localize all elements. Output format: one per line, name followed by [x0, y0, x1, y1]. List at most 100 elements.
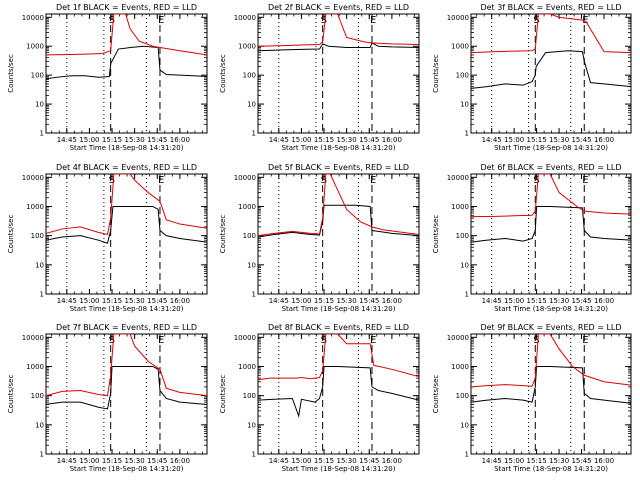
x-axis-title: Start Time (18-Sep-08 14:31:20)	[282, 144, 396, 152]
x-tick-label: 15:45	[359, 297, 379, 305]
x-tick-label: 14:45	[269, 457, 289, 465]
x-tick-label: 15:00	[504, 297, 524, 305]
x-tick-label: 16:00	[170, 457, 190, 465]
x-tick-label: 14:45	[57, 136, 77, 144]
x-tick-label: 14:45	[482, 457, 502, 465]
x-tick-label: 16:00	[382, 136, 402, 144]
y-tick-label: 1	[40, 291, 44, 299]
panel-title: Det 5f BLACK = Events, RED = LLD	[268, 163, 409, 172]
y-axis-title: Counts/sec	[432, 215, 440, 254]
plot-frame	[45, 13, 208, 134]
y-axis-title: Counts/sec	[219, 375, 227, 414]
x-tick-label: 15:15	[102, 297, 122, 305]
plot-frame	[257, 333, 420, 455]
series-line-lld	[46, 174, 207, 236]
plot-frame	[470, 13, 632, 134]
series-line-lld	[471, 14, 631, 54]
x-tick-label: 15:15	[527, 297, 547, 305]
x-tick-label: 15:30	[337, 136, 357, 144]
y-axis-title: Counts/sec	[7, 215, 15, 254]
panel-8: Det 8f BLACK = Events, RED = LLD 1 10 100 10…	[219, 323, 420, 473]
x-axis-title: Start Time (18-Sep-08 14:31:20)	[494, 465, 608, 473]
panel-1: Det 1f BLACK = Events, RED = LLD 1 10 100 10…	[7, 3, 208, 152]
x-axis-title: Start Time (18-Sep-08 14:31:20)	[282, 465, 396, 473]
y-axis-title: Counts/sec	[432, 375, 440, 414]
series-line-lld	[46, 14, 207, 56]
x-tick-label: 14:45	[57, 457, 77, 465]
panel-title: Det 8f BLACK = Events, RED = LLD	[268, 323, 409, 332]
marker-label-e: E	[370, 15, 376, 26]
y-tick-label: 10000	[234, 334, 256, 342]
x-axis-title: Start Time (18-Sep-08 14:31:20)	[282, 305, 396, 313]
x-tick-label: 16:00	[382, 297, 402, 305]
x-tick-label: 16:00	[170, 297, 190, 305]
x-axis-title: Start Time (18-Sep-08 14:31:20)	[494, 305, 608, 313]
x-tick-label: 15:45	[147, 457, 167, 465]
series-line-lld	[258, 334, 419, 381]
marker-label-s: S	[533, 175, 539, 186]
x-tick-label: 15:45	[147, 136, 167, 144]
x-tick-label: 15:30	[549, 457, 569, 465]
series-line-events	[471, 50, 631, 89]
x-tick-label: 14:45	[57, 297, 77, 305]
series-line-events	[471, 205, 631, 243]
marker-label-e: E	[370, 335, 376, 346]
marker-label-s: S	[109, 335, 115, 346]
marker-label-e: E	[582, 335, 588, 346]
y-tick-label: 10	[460, 421, 469, 429]
x-tick-label: 15:15	[314, 297, 334, 305]
panel-title: Det 7f BLACK = Events, RED = LLD	[56, 323, 197, 332]
marker-label-s: S	[109, 15, 115, 26]
y-tick-label: 1	[252, 451, 256, 459]
marker-label-s: S	[321, 335, 327, 346]
panel-6: Det 6f BLACK = Events, RED = LLD 1 10 100 10…	[432, 163, 632, 313]
x-tick-label: 15:15	[102, 136, 122, 144]
panel-title: Det 4f BLACK = Events, RED = LLD	[56, 163, 197, 172]
marker-label-s: S	[533, 15, 539, 26]
x-tick-label: 15:45	[359, 136, 379, 144]
x-tick-label: 15:45	[571, 457, 591, 465]
y-tick-label: 1	[252, 291, 256, 299]
plot-frame	[45, 333, 208, 455]
series-line-events	[471, 365, 631, 404]
y-tick-label: 1	[465, 291, 469, 299]
panel-title: Det 3f BLACK = Events, RED = LLD	[480, 3, 621, 12]
y-tick-label: 100	[243, 392, 256, 400]
y-tick-label: 10000	[447, 174, 469, 182]
y-tick-label: 100	[243, 72, 256, 80]
series-line-lld	[471, 174, 631, 218]
x-tick-label: 15:30	[125, 297, 145, 305]
panel-3: Det 3f BLACK = Events, RED = LLD 1 10 100 10…	[432, 3, 632, 152]
plot-frame	[45, 173, 208, 295]
y-tick-label: 10000	[234, 174, 256, 182]
panel-2: Det 2f BLACK = Events, RED = LLD 1 10 100 10…	[219, 3, 420, 152]
x-axis-title: Start Time (18-Sep-08 14:31:20)	[70, 144, 184, 152]
y-tick-label: 1	[40, 451, 44, 459]
marker-label-e: E	[158, 335, 164, 346]
y-tick-label: 10000	[447, 334, 469, 342]
y-tick-label: 10000	[234, 14, 256, 22]
x-tick-label: 15:30	[549, 297, 569, 305]
y-tick-label: 100	[456, 392, 469, 400]
panel-4: Det 4f BLACK = Events, RED = LLD 1 10 100 10…	[7, 163, 208, 313]
y-tick-label: 1000	[238, 203, 256, 211]
x-tick-label: 15:30	[337, 297, 357, 305]
panel-title: Det 6f BLACK = Events, RED = LLD	[480, 163, 621, 172]
y-tick-label: 10	[460, 261, 469, 269]
series-line-events	[258, 42, 419, 52]
x-tick-label: 15:45	[147, 297, 167, 305]
x-tick-label: 15:45	[571, 297, 591, 305]
y-tick-label: 10	[247, 101, 256, 109]
y-tick-label: 100	[31, 72, 44, 80]
y-tick-label: 1000	[238, 43, 256, 51]
y-tick-label: 100	[31, 392, 44, 400]
x-tick-label: 16:00	[170, 136, 190, 144]
panel-title: Det 2f BLACK = Events, RED = LLD	[268, 3, 409, 12]
x-tick-label: 16:00	[594, 136, 614, 144]
y-tick-label: 1000	[26, 203, 44, 211]
x-tick-label: 15:30	[125, 457, 145, 465]
y-tick-label: 1000	[451, 43, 469, 51]
series-line-events	[258, 204, 419, 238]
x-axis-title: Start Time (18-Sep-08 14:31:20)	[494, 144, 608, 152]
